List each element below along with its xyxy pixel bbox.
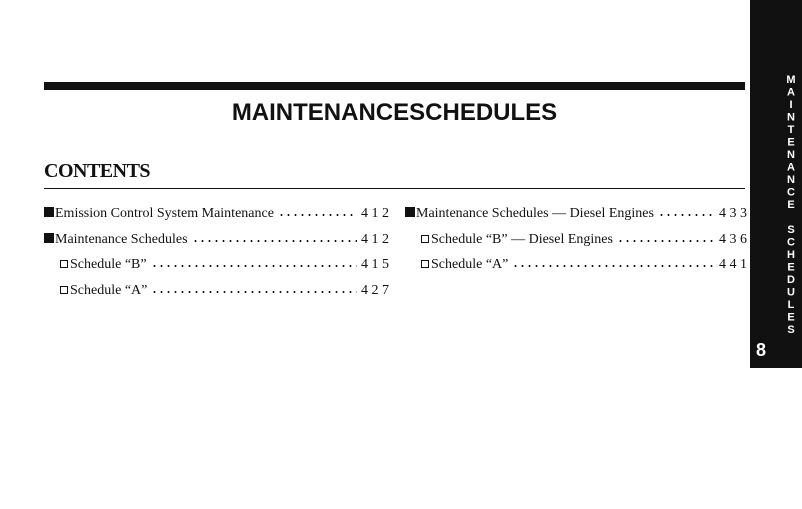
entry-text: Schedule “B” bbox=[70, 257, 147, 272]
page-title: MAINTENANCESCHEDULES bbox=[231, 99, 558, 126]
bullet bbox=[44, 207, 54, 217]
bullet bbox=[421, 234, 429, 243]
entry-text: Schedule “A” bbox=[70, 282, 148, 298]
toc-entry: Schedule “B” 4 1 5 bbox=[44, 257, 389, 283]
entry-text: Maintenance Schedules bbox=[55, 231, 188, 247]
page-number: 4 2 7 bbox=[361, 282, 389, 298]
page-number: 4 3 6 bbox=[719, 231, 747, 247]
toc-entry: Maintenance Schedules — Diesel Engines 4 … bbox=[405, 206, 747, 232]
page-number: 4 4 1 bbox=[719, 257, 747, 272]
side-tab-number: 8 bbox=[755, 340, 766, 360]
dot-leader bbox=[657, 213, 715, 217]
toc-entry: Emission Control System Maintenance 4 1 2 bbox=[44, 206, 389, 232]
page-number: 4 3 3 bbox=[719, 206, 747, 221]
bullet bbox=[60, 285, 68, 294]
dot-leader bbox=[150, 264, 357, 268]
heading-rule bbox=[44, 188, 745, 189]
top-rule bbox=[44, 82, 745, 90]
dot-leader bbox=[191, 238, 357, 243]
page-number: 4 1 2 bbox=[361, 206, 389, 221]
bullet bbox=[44, 232, 54, 243]
dot-leader bbox=[151, 289, 357, 294]
page-number: 4 1 5 bbox=[361, 257, 389, 272]
toc-entry: Schedule “A” 4 2 7 bbox=[44, 283, 389, 309]
contents-heading: CONTENTS bbox=[44, 160, 151, 182]
bullet bbox=[60, 260, 68, 268]
page-number: 4 1 2 bbox=[361, 231, 389, 247]
toc-entry: Schedule “A” 4 4 1 bbox=[405, 257, 747, 283]
side-tab-label: MAINTENANCE SCHEDULES bbox=[785, 74, 797, 337]
side-tab: MAINTENANCE SCHEDULES 8 bbox=[750, 0, 802, 368]
bullet bbox=[405, 207, 415, 217]
bullet bbox=[421, 260, 429, 268]
contents-column: Emission Control System Maintenance 4 1 2… bbox=[44, 206, 389, 308]
entry-text: Schedule “A” bbox=[431, 257, 509, 272]
dot-leader bbox=[616, 238, 715, 243]
entry-text: Maintenance Schedules — Diesel Engines bbox=[416, 206, 654, 221]
dot-leader bbox=[277, 213, 357, 217]
contents-column: Maintenance Schedules — Diesel Engines 4 … bbox=[405, 206, 747, 283]
toc-entry: Maintenance Schedules 4 1 2 bbox=[44, 232, 389, 258]
toc-entry: Schedule “B” — Diesel Engines 4 3 6 bbox=[405, 232, 747, 258]
dot-leader bbox=[512, 264, 715, 268]
entry-text: Emission Control System Maintenance bbox=[55, 206, 274, 221]
entry-text: Schedule “B” — Diesel Engines bbox=[431, 231, 613, 247]
